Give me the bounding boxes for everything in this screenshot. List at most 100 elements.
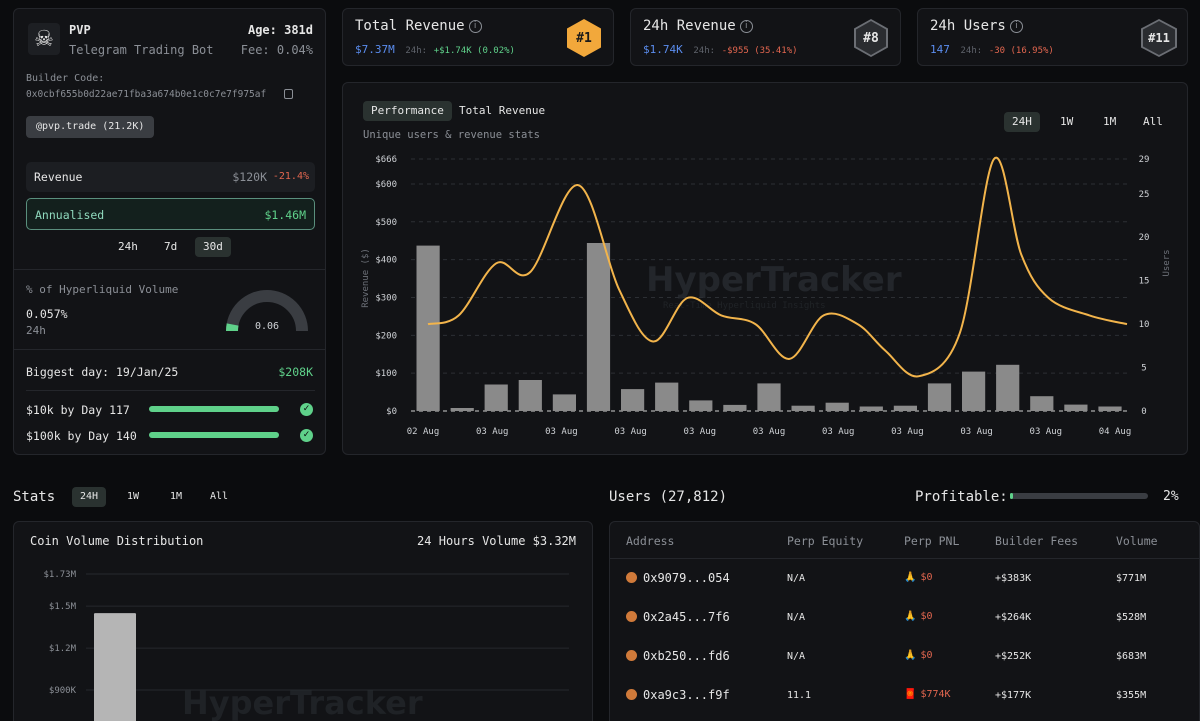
- revenue-bar[interactable]: [586, 243, 611, 411]
- stats-range-24h[interactable]: 24H: [72, 487, 107, 507]
- row-fees: +$177K: [995, 690, 1032, 701]
- range-all[interactable]: All: [1143, 115, 1163, 128]
- users-title: Users (27,812): [609, 489, 728, 505]
- revenue-bar[interactable]: [655, 382, 679, 411]
- y2-tick-label: 10: [1139, 320, 1150, 330]
- skull-avatar: ☠: [28, 23, 60, 55]
- kpi-value: 147: [930, 43, 950, 56]
- row-address[interactable]: 0xb250...fd6: [626, 649, 730, 663]
- builder-name: PVP: [69, 23, 91, 37]
- col-builder-fees[interactable]: Builder Fees: [995, 534, 1079, 548]
- milestone-progress-fill: [149, 432, 279, 438]
- copy-icon[interactable]: [284, 89, 293, 99]
- kpi-change: -$955 (35.41%): [721, 46, 798, 56]
- row-address[interactable]: 0x9079...054: [626, 571, 730, 585]
- y-tick-label: $0: [386, 407, 397, 417]
- revenue-bar[interactable]: [996, 364, 1020, 411]
- col-address[interactable]: Address: [626, 534, 675, 548]
- revenue-bar[interactable]: [723, 404, 747, 411]
- row-volume: $771M: [1116, 573, 1147, 584]
- revenue-bar[interactable]: [893, 405, 917, 411]
- row-pnl: 🙏 $0: [904, 572, 933, 583]
- revenue-bar[interactable]: [859, 406, 883, 412]
- range-24h[interactable]: 24h: [118, 240, 138, 253]
- rank-text: #11: [1148, 31, 1170, 45]
- table-row[interactable]: 0x9079...054 N/A 🙏 $0 +$383K $771M: [610, 559, 1200, 598]
- y2-tick-label: 5: [1141, 364, 1146, 374]
- coin-volume-bar: [94, 613, 136, 721]
- col-volume[interactable]: Volume: [1116, 534, 1158, 548]
- row-equity: 11.1: [787, 690, 812, 701]
- stats-range-all[interactable]: All: [210, 491, 229, 502]
- kpi-title-text: Total Revenue: [355, 18, 465, 34]
- range-7d[interactable]: 7d: [164, 240, 178, 253]
- row-address[interactable]: 0x2a45...7f6: [626, 610, 730, 624]
- milestone-progress: [149, 406, 279, 412]
- revenue-bar[interactable]: [689, 400, 713, 411]
- profitable-bar: [1010, 493, 1148, 499]
- revenue-bar[interactable]: [450, 408, 474, 411]
- y-tick-label: $300: [375, 293, 397, 303]
- y-tick-label: $400: [375, 256, 397, 266]
- table-row[interactable]: 0xa9c3...f9f 11.1 🧧 $774K +$177K $355M: [610, 676, 1200, 715]
- rank-badge: #11: [1141, 19, 1177, 57]
- revenue-bar[interactable]: [1098, 406, 1122, 412]
- y-tick-label: $600: [375, 180, 397, 190]
- revenue-bar[interactable]: [825, 402, 849, 411]
- info-icon[interactable]: i: [468, 19, 482, 33]
- col-perp-equity[interactable]: Perp Equity: [787, 534, 864, 548]
- range-30d[interactable]: 30d: [195, 237, 231, 257]
- revenue-bar[interactable]: [416, 245, 440, 411]
- row-pnl: 🙏 $0: [904, 650, 933, 661]
- x-tick-label: 03 Aug: [1030, 427, 1063, 437]
- handle-button[interactable]: @pvp.trade (21.2K): [26, 116, 155, 138]
- users-table: Address Perp Equity Perp PNL Builder Fee…: [609, 521, 1200, 721]
- revenue-bar[interactable]: [1064, 404, 1088, 411]
- chart-watermark-sub: Real-Time Hyperliquid Insights: [663, 301, 826, 311]
- tab-performance[interactable]: Performance: [363, 101, 452, 121]
- kpi-change: -30 (16.95%): [988, 46, 1054, 56]
- revenue-bar[interactable]: [757, 383, 781, 411]
- range-1m[interactable]: 1M: [1103, 115, 1117, 128]
- kpi-title: 24h Users i: [930, 18, 1023, 34]
- coin-volume-card: Coin Volume Distribution 24 Hours Volume…: [13, 521, 593, 721]
- row-address[interactable]: 0xa9c3...f9f: [626, 688, 730, 702]
- table-row[interactable]: 0xb250...fd6 N/A 🙏 $0 +$252K $683M: [610, 637, 1200, 676]
- info-icon[interactable]: i: [739, 19, 753, 33]
- y-tick-label: $666: [375, 155, 397, 165]
- revenue-bar[interactable]: [791, 405, 815, 411]
- row-fees: +$383K: [995, 573, 1032, 584]
- revenue-label: Revenue: [34, 170, 83, 184]
- milestone-progress-fill: [149, 406, 279, 412]
- revenue-bar[interactable]: [1030, 396, 1054, 411]
- hl-volume-label: % of Hyperliquid Volume: [26, 283, 179, 296]
- envelope-icon: 🧧: [904, 689, 917, 700]
- y-tick-label: $500: [375, 218, 397, 228]
- table-row[interactable]: 0x2a45...7f6 N/A 🙏 $0 +$264K $528M: [610, 598, 1200, 637]
- revenue-bar[interactable]: [484, 384, 508, 412]
- x-tick-label: 03 Aug: [753, 427, 786, 437]
- row-fees: +$264K: [995, 612, 1032, 623]
- stats-range-1w[interactable]: 1W: [127, 491, 140, 502]
- stats-range-1m[interactable]: 1M: [170, 491, 183, 502]
- revenue-bar[interactable]: [962, 371, 986, 411]
- volume-gauge: 0.06: [226, 290, 308, 332]
- col-perp-pnl[interactable]: Perp PNL: [904, 534, 960, 548]
- y2-tick-label: 20: [1139, 233, 1150, 243]
- range-1w[interactable]: 1W: [1060, 115, 1074, 128]
- chart-watermark: HyperTracker: [646, 260, 902, 300]
- tab-total-revenue[interactable]: Total Revenue: [459, 104, 546, 117]
- revenue-bar[interactable]: [518, 380, 542, 411]
- revenue-bar[interactable]: [621, 389, 645, 411]
- kpi-title-text: 24h Revenue: [643, 18, 736, 34]
- milestone-label: $10k by Day 117: [26, 403, 130, 417]
- pnl-text: $774K: [920, 689, 951, 700]
- info-icon[interactable]: i: [1009, 19, 1023, 33]
- range-24h[interactable]: 24H: [1004, 112, 1040, 132]
- revenue-bar[interactable]: [552, 394, 576, 411]
- revenue-bar[interactable]: [927, 383, 952, 411]
- row-volume: $528M: [1116, 612, 1147, 623]
- check-icon: ✓: [300, 429, 313, 442]
- row-equity: N/A: [787, 573, 806, 584]
- chart-subtitle: Unique users & revenue stats: [363, 129, 541, 141]
